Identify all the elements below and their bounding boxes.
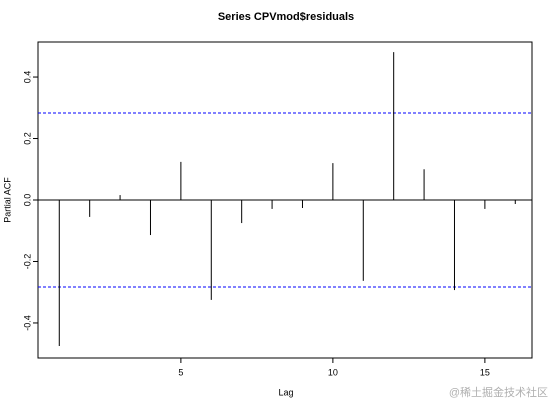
watermark: @稀土掘金技术社区 [449,385,548,399]
y-tick-label: -0.2 [22,254,32,270]
y-axis-label: Partial ACF [2,177,12,223]
y-tick-label: -0.4 [22,315,32,331]
y-tick-label: 0.4 [22,71,32,84]
chart-title: Series CPVmod$residuals [218,11,354,23]
y-tick-label: 0.0 [22,194,32,207]
x-tick-label: 15 [480,367,490,377]
x-tick-label: 10 [328,367,338,377]
y-tick-label: 0.2 [22,132,32,145]
x-axis-label: Lag [278,387,293,397]
x-tick-label: 5 [178,367,183,377]
